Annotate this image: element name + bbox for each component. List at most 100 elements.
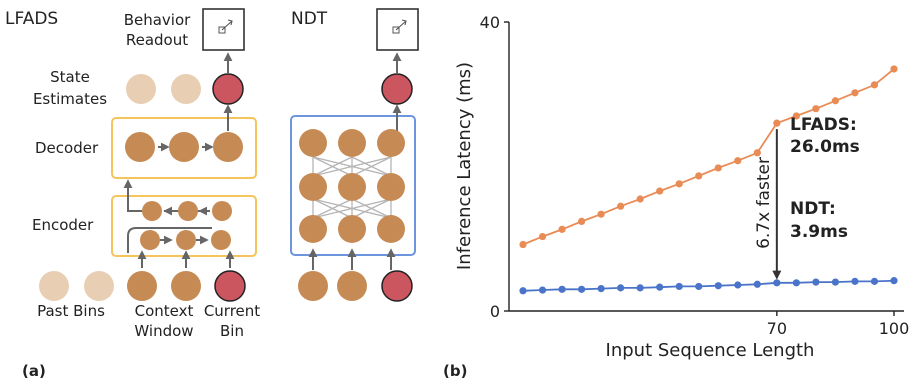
current-bin-node xyxy=(214,270,246,302)
ndt-current-bin-node xyxy=(381,270,413,302)
data-point-ndt xyxy=(519,287,527,295)
panel-a: (a) LFADS NDT Behavior Readout State xyxy=(5,8,419,380)
data-point-lfads xyxy=(597,210,605,218)
data-point-lfads xyxy=(753,149,761,157)
data-point-ndt xyxy=(753,280,761,288)
encoder-node xyxy=(211,230,231,250)
data-point-ndt xyxy=(577,285,586,293)
y-axis-label: Inference Latency (ms) xyxy=(454,62,475,270)
data-point-ndt xyxy=(538,286,547,294)
speedup-label: 6.7x faster xyxy=(754,157,774,249)
data-point-ndt xyxy=(851,277,859,285)
data-point-lfads xyxy=(812,105,820,113)
decoder-node xyxy=(125,132,155,162)
encoder-node xyxy=(142,201,162,221)
data-point-lfads xyxy=(519,240,527,249)
lfads-annotation-value: 26.0ms xyxy=(790,137,860,157)
data-point-lfads xyxy=(792,112,800,120)
data-point-lfads xyxy=(851,89,859,97)
data-point-ndt xyxy=(773,279,781,287)
expand-arrow-icon xyxy=(392,19,407,34)
state-estimates-label-2: Estimates xyxy=(33,90,107,108)
ndt-input-node xyxy=(337,271,367,301)
panel-b-label: (b) xyxy=(443,362,467,380)
data-point-lfads xyxy=(577,217,586,226)
context-node xyxy=(171,271,201,301)
axis-ticks: 0 40 70 100 xyxy=(480,13,910,338)
ndt-node xyxy=(299,215,327,243)
y-tick-label: 40 xyxy=(480,13,500,32)
lfads-readout-box xyxy=(202,8,245,51)
ndt-node xyxy=(299,173,327,201)
ndt-node xyxy=(338,173,366,201)
data-point-ndt xyxy=(656,283,664,291)
data-point-lfads xyxy=(714,164,722,172)
data-point-lfads xyxy=(675,180,683,188)
ndt-attention-lines xyxy=(312,156,392,219)
past-bins-label: Past Bins xyxy=(37,302,105,320)
data-point-ndt xyxy=(870,277,879,285)
data-point-lfads xyxy=(734,157,742,165)
data-point-ndt xyxy=(792,279,800,287)
data-point-ndt xyxy=(695,282,703,291)
data-point-lfads xyxy=(890,65,898,73)
ndt-input-node xyxy=(298,271,328,301)
data-point-lfads xyxy=(636,195,644,203)
decoder-node xyxy=(213,132,243,162)
state-node-faded xyxy=(171,74,201,104)
expand-arrow-icon xyxy=(218,19,233,34)
past-bin-node xyxy=(39,271,69,301)
ndt-node xyxy=(338,129,366,157)
ndt-annotation-name: NDT: xyxy=(790,199,836,219)
data-point-lfads xyxy=(831,97,840,105)
data-point-ndt xyxy=(734,281,742,289)
x-tick-label: 70 xyxy=(767,319,787,338)
y-tick-label: 0 xyxy=(490,302,500,321)
behavior-readout-label-1: Behavior xyxy=(124,11,191,29)
data-point-ndt xyxy=(675,282,683,291)
data-point-lfads xyxy=(870,81,879,89)
panel-b: (b) 0 40 70 100 Input Sequence Length Infer… xyxy=(443,13,909,380)
data-point-ndt xyxy=(617,284,625,292)
encoder-node xyxy=(212,201,232,221)
ndt-node xyxy=(377,173,405,201)
flow-arrows xyxy=(123,52,402,270)
network-nodes xyxy=(39,73,413,302)
state-node-faded xyxy=(126,74,156,104)
state-estimates-label-1: State xyxy=(50,68,90,86)
ndt-readout-box xyxy=(376,8,419,51)
encoder-node xyxy=(178,201,198,221)
ndt-state-node-current xyxy=(381,73,413,105)
state-node-current xyxy=(212,73,244,105)
encoder-node xyxy=(176,230,196,250)
data-point-ndt xyxy=(890,277,898,285)
data-point-ndt xyxy=(597,285,605,293)
data-point-ndt xyxy=(558,285,566,293)
data-point-ndt xyxy=(636,284,644,292)
data-point-ndt xyxy=(812,278,820,286)
ndt-node xyxy=(377,215,405,243)
data-point-lfads xyxy=(773,119,781,127)
decoder-label: Decoder xyxy=(35,139,99,157)
data-point-lfads xyxy=(695,172,703,180)
current-bin-label-2: Bin xyxy=(220,322,244,340)
decoder-node xyxy=(169,132,199,162)
ndt-node xyxy=(338,215,366,243)
chart-series xyxy=(519,65,898,295)
past-bin-node xyxy=(84,271,114,301)
ndt-node xyxy=(299,129,327,157)
context-node xyxy=(127,271,157,301)
data-point-lfads xyxy=(656,187,664,195)
lfads-decoder-box xyxy=(111,117,257,179)
lfads-annotation-name: LFADS: xyxy=(790,115,857,135)
ndt-node xyxy=(377,129,405,157)
x-tick-label: 100 xyxy=(879,319,910,338)
chart-axes xyxy=(508,22,904,312)
encoder-label: Encoder xyxy=(32,216,94,234)
panel-a-label: (a) xyxy=(22,362,46,380)
current-bin-label-1: Current xyxy=(204,302,260,320)
lfads-title: LFADS xyxy=(5,9,58,29)
x-axis-label: Input Sequence Length xyxy=(606,340,815,361)
context-window-label-1: Context xyxy=(135,302,194,320)
